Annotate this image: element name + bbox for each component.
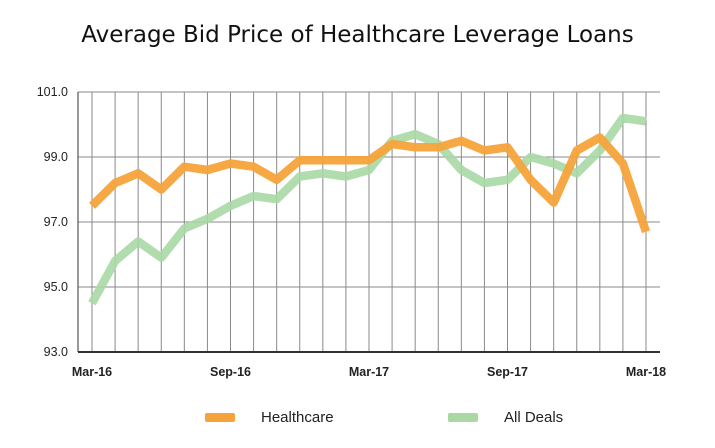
grid: [78, 91, 660, 353]
series-line-healthcare: [89, 133, 651, 234]
legend-swatch-all-deals: [448, 413, 478, 422]
x-tick-label: Mar-16: [72, 365, 112, 379]
legend-item-healthcare: Healthcare: [205, 409, 334, 426]
legend-item-all-deals: All Deals: [448, 409, 563, 426]
legend-label-all-deals: All Deals: [504, 409, 564, 426]
x-tick-label: Sep-17: [487, 365, 528, 379]
legend: Healthcare All Deals: [0, 409, 715, 433]
series-line-all-deals: [88, 113, 647, 306]
chart-title: Average Bid Price of Healthcare Leverage…: [81, 22, 634, 48]
y-tick-label: 101.0: [37, 85, 68, 99]
legend-swatch-healthcare: [205, 413, 235, 422]
x-tick-label: Sep-16: [210, 365, 251, 379]
tick-labels: 93.0 95.0 97.0 99.0 101.0 Mar-16 Sep-16 Mar-17 S…: [37, 85, 666, 379]
legend-label-healthcare: Healthcare: [261, 409, 334, 426]
y-tick-label: 93.0: [44, 345, 68, 359]
x-tick-label: Mar-18: [626, 365, 666, 379]
y-tick-label: 99.0: [44, 150, 68, 164]
axes: [77, 92, 660, 353]
series-lines: [88, 113, 651, 306]
y-tick-label: 97.0: [44, 215, 68, 229]
y-tick-label: 95.0: [44, 280, 68, 294]
x-tick-label: Mar-17: [349, 365, 389, 379]
